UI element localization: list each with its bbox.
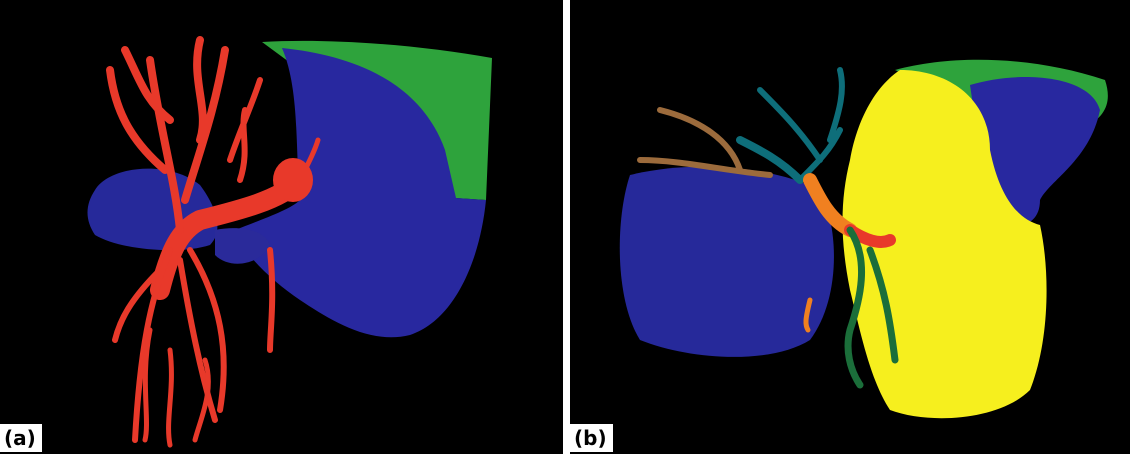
panel-label: (b) [570,424,613,452]
panel-a-render [0,0,563,454]
panel-label: (a) [0,424,42,452]
panel-b-render [570,0,1130,454]
